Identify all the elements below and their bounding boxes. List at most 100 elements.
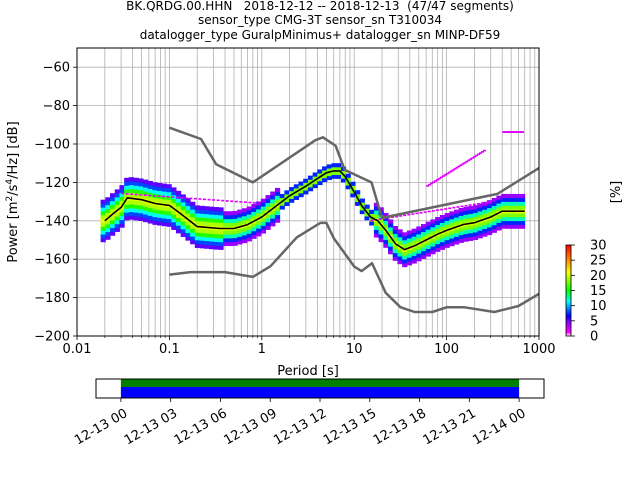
histogram-cell xyxy=(444,213,450,218)
histogram-cell xyxy=(392,225,398,231)
histogram-cell xyxy=(246,218,252,223)
colorbar-tick-label: 5 xyxy=(590,314,598,329)
histogram-branch xyxy=(447,171,451,174)
histogram-cell xyxy=(472,232,479,237)
time-tick-label: 12-13 12 xyxy=(271,406,329,448)
histogram-cell xyxy=(194,232,201,237)
histogram-branch xyxy=(451,169,455,171)
colorbar xyxy=(565,244,572,337)
histogram-cell xyxy=(142,214,149,219)
histogram-cell xyxy=(227,241,234,247)
histogram-branch xyxy=(202,198,206,201)
histogram-branch xyxy=(465,160,469,163)
histogram-cell xyxy=(246,210,252,215)
histogram-branch xyxy=(411,213,415,215)
y-tick-label: −60 xyxy=(43,61,70,76)
histogram-cell xyxy=(388,227,394,232)
histogram-cell xyxy=(133,212,139,217)
histogram-branch xyxy=(469,158,473,160)
coverage-green xyxy=(120,379,520,387)
histogram-branch xyxy=(449,170,453,173)
histogram-cell xyxy=(468,232,474,238)
histogram-cell xyxy=(439,241,446,247)
histogram-cell xyxy=(486,227,493,232)
histogram-cell xyxy=(279,193,285,199)
histogram-cell xyxy=(100,230,106,235)
histogram-cell xyxy=(496,199,502,204)
histogram-cell xyxy=(486,203,493,209)
histogram-cell xyxy=(444,239,450,245)
histogram-cell xyxy=(157,182,163,188)
histogram-branch xyxy=(148,194,152,197)
histogram-cell xyxy=(454,236,460,241)
histogram-cell xyxy=(119,188,125,194)
histogram-cell xyxy=(166,211,172,216)
histogram-cell xyxy=(298,193,304,198)
histogram-cell xyxy=(515,201,521,206)
histogram-cell xyxy=(496,222,502,227)
histogram-cell xyxy=(430,250,436,255)
histogram-cell xyxy=(449,222,455,227)
histogram-cell xyxy=(251,215,257,220)
histogram-cell xyxy=(510,216,516,222)
histogram-cell xyxy=(472,205,479,210)
histogram-cell xyxy=(454,213,460,218)
histogram-cell xyxy=(373,233,380,238)
colorbar-tick-label: 25 xyxy=(590,254,607,269)
histogram-cell xyxy=(256,224,262,229)
histogram-branch xyxy=(162,195,166,198)
histogram-cell xyxy=(190,232,196,237)
histogram-cell xyxy=(119,223,125,228)
histogram-cell xyxy=(468,236,474,241)
histogram-cell xyxy=(199,213,205,218)
histogram-cell xyxy=(388,219,394,224)
histogram-cell xyxy=(218,238,224,243)
histogram-cell xyxy=(355,194,361,199)
histogram-cell xyxy=(307,187,314,192)
histogram-cell xyxy=(114,197,120,202)
histogram-cell xyxy=(208,229,215,234)
histogram-cell xyxy=(472,212,479,217)
histogram-cell xyxy=(110,216,116,221)
histogram-cell xyxy=(345,181,351,186)
histogram-cell xyxy=(161,222,168,227)
histogram-branch xyxy=(455,166,459,169)
histogram-cell xyxy=(383,235,389,241)
histogram-cell xyxy=(265,225,271,230)
histogram-cell xyxy=(152,205,158,210)
histogram-cell xyxy=(435,243,441,249)
histogram-cell xyxy=(204,217,210,222)
histogram-branch xyxy=(130,193,134,196)
mode-line xyxy=(104,170,525,251)
coverage-blue xyxy=(120,387,520,398)
histogram-branch xyxy=(430,182,434,185)
histogram-cell xyxy=(194,205,201,210)
histogram-cell xyxy=(501,224,507,229)
histogram-cell xyxy=(449,215,455,220)
histogram-cell xyxy=(326,164,332,169)
title-line-3: datalogger_type GuralpMinimus+ datalogge… xyxy=(139,28,501,42)
histogram-cell xyxy=(241,231,248,236)
histogram-cell xyxy=(142,206,149,211)
histogram-cell xyxy=(468,213,474,218)
histogram-cell xyxy=(435,220,441,226)
histogram-cell xyxy=(364,216,370,221)
histogram-cell xyxy=(175,225,182,230)
histogram-cell xyxy=(199,236,205,241)
histogram-cell xyxy=(491,217,497,222)
histogram-cell xyxy=(246,233,252,238)
histogram-branch xyxy=(212,199,216,201)
histogram-cell xyxy=(208,237,215,242)
histogram-cell xyxy=(421,250,427,256)
histogram-cell xyxy=(373,206,380,211)
histogram-cell xyxy=(199,217,205,222)
histogram-cell xyxy=(439,226,446,231)
histogram-cell xyxy=(388,230,394,236)
histogram-cell xyxy=(383,220,389,225)
histogram-branch xyxy=(467,159,471,162)
histogram-cell xyxy=(411,251,417,256)
histogram-cell xyxy=(223,238,229,243)
histogram-cell xyxy=(128,211,135,216)
histogram-cell xyxy=(425,240,431,246)
